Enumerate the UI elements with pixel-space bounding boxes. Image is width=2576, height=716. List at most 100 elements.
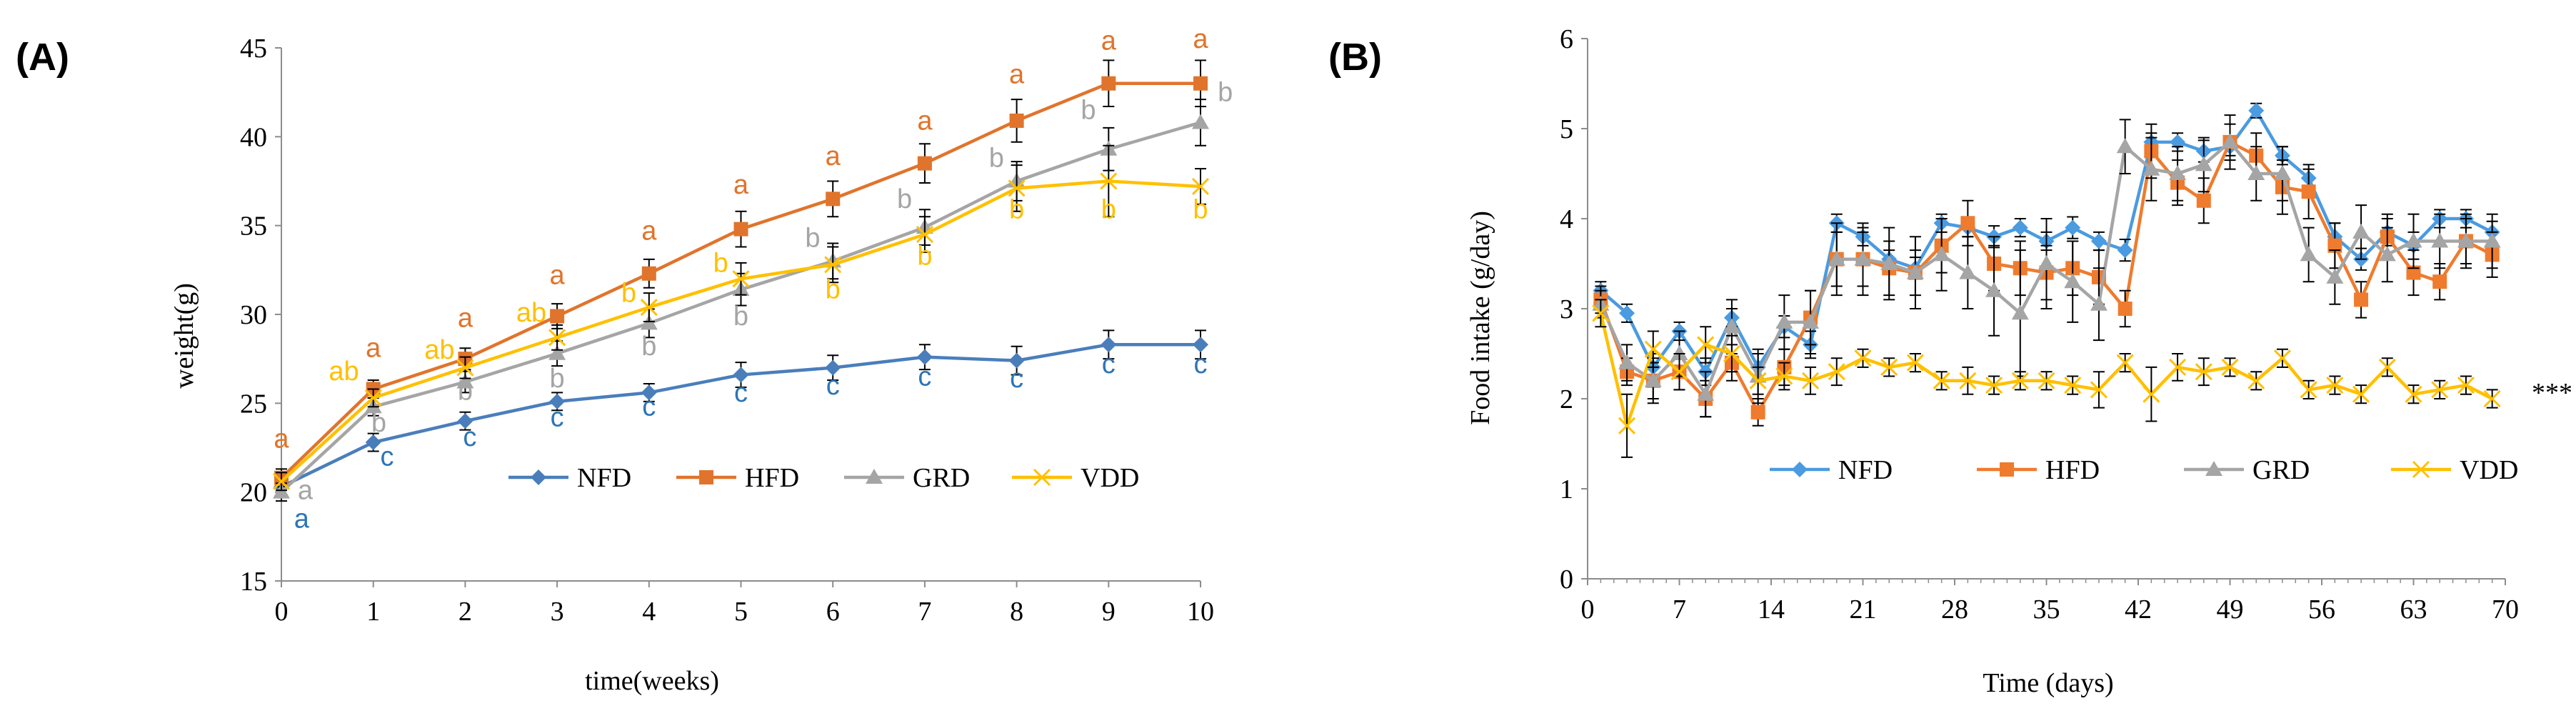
panel-a-legend-vdd-marker-stroke-b [1033,468,1051,487]
panel-b-vdd-point [2195,363,2212,381]
panel-a-significance-letter-vdd: b [621,279,636,309]
panel-a-hfd-point [1009,113,1024,128]
panel-a-x-tick-label: 4 [642,597,656,627]
panel-a-vdd-point-stroke-b [1008,179,1026,197]
panel-a-significance-letter-vdd: b [1193,195,1208,225]
panel-b-hfd-point [2327,238,2342,253]
panel-a-hfd-point [917,156,932,171]
panel-b-vdd-point [2169,358,2187,376]
panel-a-legend-hfd-marker [699,470,713,484]
panel-a-y-tick-label: 30 [240,300,267,330]
panel-b-grd-point [2064,273,2082,289]
panel-b-vdd-point-stroke-b [1723,344,1740,363]
panel-a-significance-letter-grd: b [371,408,386,438]
panel-a-hfd-point [641,266,656,281]
panel-a-vdd-point-stroke-b [640,298,658,317]
panel-a-significance-letter-vdd: b [1101,195,1116,225]
panel-a-nfd-point [457,413,473,429]
panel-b-vdd-point [1959,372,1977,389]
panel-b-grd-point [2457,232,2475,248]
panel-a-significance-letter-nfd: c [463,422,476,452]
panel-a-vdd-point-stroke-b [824,256,842,274]
panel-a-x-tick-label: 10 [1187,597,1214,627]
panel-a-significance-letter-hfd: a [641,217,657,247]
panel-b-grd-point [2326,268,2344,284]
panel-b-vdd-point [2431,381,2449,399]
panel-a-significance-letter-nfd: c [1010,364,1023,394]
panel-b-x-tick-label: 63 [2400,595,2427,625]
panel-a-x-tick-label: 7 [918,597,931,627]
panel-a-annotations: aaacbabacbabacbabacbbacbbacbbacbbacbbacb… [274,24,1233,534]
panel-b-hfd-point [1960,216,1975,231]
panel-a-significance-letter-nfd: c [826,371,840,401]
panel-b-vdd-point-stroke-b [1828,363,1845,381]
panel-b-vdd-point-stroke-b [1592,304,1610,322]
panel-a-vdd-point-stroke-b [548,329,566,347]
panel-a-significance-letter-nfd: c [381,442,394,472]
panel-a-significance-letter-vdd: b [713,248,728,278]
panel-b-grd-point [1775,313,1793,329]
panel-b-vdd-point-stroke-b [2273,349,2291,367]
panel-b-vdd-point [2457,377,2475,394]
panel-b-significance-annotation: *** [2532,378,2572,408]
panel-a-significance-letter-grd: b [897,184,912,214]
panel-b-legend-vdd-marker-stroke-b [2412,460,2430,479]
panel-b-nfd-point [2090,233,2107,249]
panel-b-legend-grd-label: GRD [2252,455,2310,485]
panel-b-vdd-point-stroke-b [2483,389,2501,408]
panel-a-significance-letter-nfd: c [918,362,931,392]
panel-b-y-tick-label: 3 [1560,294,1573,324]
panel-b-grd-point [2352,223,2370,239]
panel-a-vdd-point [548,329,566,347]
panel-b-grd-point [2273,165,2291,180]
panel-a-y-tick-label: 45 [240,34,267,64]
panel-b-vdd-point-stroke-b [2405,385,2422,403]
panel-b-vdd-point-stroke-b [1749,372,1767,389]
panel-b-vdd-point-stroke-b [2431,381,2449,399]
panel-a-hfd-point [826,192,841,207]
panel-a-vdd-point [640,298,658,317]
panel-a-x-tick-label: 9 [1102,597,1116,627]
panel-b-vdd-point-stroke-b [1697,336,1715,354]
panel-b-grd-point [1959,264,1977,279]
panel-a-hfd-point [1101,76,1116,91]
panel-a-grd-point [1192,114,1209,129]
panel-b-grd-point [1802,313,1820,329]
panel-a-vdd-point-stroke-b [916,226,933,244]
panel-b-vdd-point [1697,336,1715,354]
panel-b-grd-point [2247,165,2265,180]
panel-a-nfd-point [549,393,566,409]
panel-b-vdd-point [1880,358,1898,376]
panel-a-vdd-point-stroke-b [732,270,750,288]
panel-b-vdd-point-stroke-b [2221,358,2239,376]
panel-b-legend-hfd-marker [2000,462,2014,477]
panel-b-vdd-point-stroke-b [1959,372,1977,389]
panel-a-series [272,59,1210,502]
panel-b-vdd-point [2326,377,2344,394]
panel-b-legend-vdd-marker [2412,460,2430,479]
panel-a-vdd-point-stroke-b [364,389,382,407]
panel-a-nfd-point [733,367,749,383]
panel-b-grd-point [2431,232,2449,248]
panel-a-significance-letter-vdd: ab [329,357,359,387]
panel-b-vdd-point-stroke-b [2038,372,2055,389]
panel-b-vdd-point-stroke-b [2300,381,2317,399]
panel-b-x-tick-label: 7 [1673,595,1686,625]
panel-b-legend-nfd-label: NFD [1838,455,1893,485]
panel-b-vdd-point-stroke-b [1618,417,1636,434]
panel-a-significance-letter-nfd: c [1194,349,1208,379]
panel-b-grd-point [2300,246,2317,262]
panel-b-grd-point [1644,372,1662,387]
panel-b-vdd-point [1592,304,1610,322]
panel-a-legend-vdd-marker [1033,468,1051,487]
panel-b-nfd-point [1619,305,1635,322]
panel-b-grd-point [2483,232,2501,248]
panel-b-vdd-point-stroke-b [1644,340,1662,358]
panel-b-vdd-point [1985,377,2003,394]
panel-b-grd-point [2405,232,2422,248]
panel-a-significance-letter-vdd: b [1009,195,1024,225]
panel-b-vdd-point-stroke-b [2090,381,2108,399]
panel-a-significance-letter-hfd: a [366,334,381,364]
